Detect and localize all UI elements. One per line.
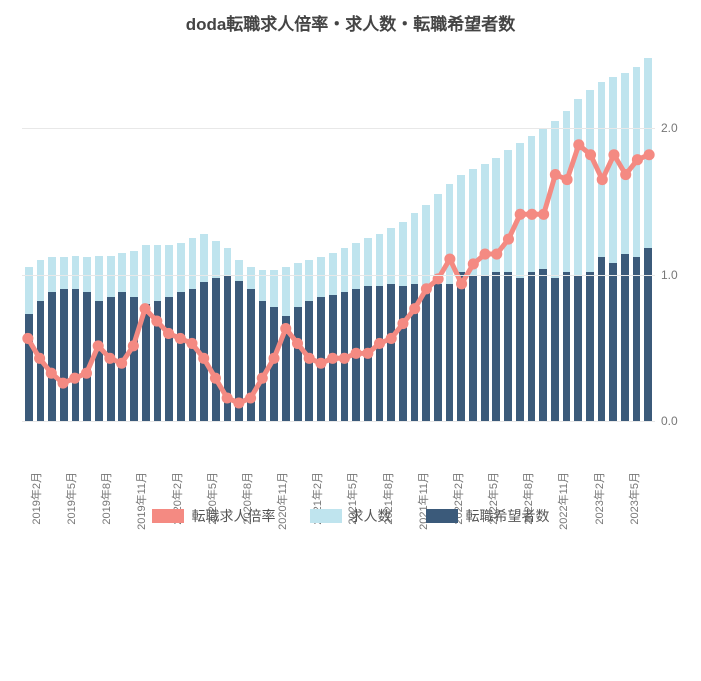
marker-bairitsu	[151, 316, 162, 327]
legend-label: 求人数	[350, 506, 392, 526]
marker-bairitsu	[374, 338, 385, 349]
legend-item-kibosha: 転職希望者数	[426, 506, 550, 526]
chart-container: doda転職求人倍率・求人数・転職希望者数 0.01.02.0 2019年2月2…	[0, 0, 701, 540]
marker-bairitsu	[573, 139, 584, 150]
legend-swatch-kyujinsu	[310, 509, 342, 523]
gridline	[22, 128, 655, 129]
legend-item-bairitsu: 転職求人倍率	[152, 506, 276, 526]
y-tick-label: 0.0	[661, 414, 695, 428]
marker-bairitsu	[562, 174, 573, 185]
marker-bairitsu	[503, 234, 514, 245]
marker-bairitsu	[81, 368, 92, 379]
plot-area: 0.01.02.0	[22, 48, 655, 422]
marker-bairitsu	[479, 248, 490, 259]
marker-bairitsu	[245, 392, 256, 403]
marker-bairitsu	[280, 323, 291, 334]
marker-bairitsu	[57, 378, 68, 389]
legend-swatch-kibosha	[426, 509, 458, 523]
marker-bairitsu	[597, 174, 608, 185]
x-axis: 2019年2月2019年5月2019年8月2019年11月2020年2月2020…	[22, 422, 655, 488]
marker-bairitsu	[585, 149, 596, 160]
marker-bairitsu	[93, 340, 104, 351]
gridline	[22, 275, 655, 276]
legend-label: 転職希望者数	[466, 506, 550, 526]
marker-bairitsu	[327, 353, 338, 364]
marker-bairitsu	[210, 373, 221, 384]
marker-bairitsu	[608, 149, 619, 160]
marker-bairitsu	[257, 373, 268, 384]
line-layer	[22, 48, 655, 681]
marker-bairitsu	[538, 209, 549, 220]
legend-swatch-bairitsu	[152, 509, 184, 523]
marker-bairitsu	[644, 149, 655, 160]
marker-bairitsu	[386, 333, 397, 344]
marker-bairitsu	[339, 353, 350, 364]
marker-bairitsu	[304, 353, 315, 364]
marker-bairitsu	[550, 169, 561, 180]
marker-bairitsu	[456, 278, 467, 289]
marker-bairitsu	[175, 333, 186, 344]
marker-bairitsu	[315, 358, 326, 369]
marker-bairitsu	[632, 154, 643, 165]
marker-bairitsu	[186, 338, 197, 349]
marker-bairitsu	[515, 209, 526, 220]
marker-bairitsu	[104, 353, 115, 364]
marker-bairitsu	[362, 348, 373, 359]
marker-bairitsu	[421, 283, 432, 294]
marker-bairitsu	[526, 209, 537, 220]
marker-bairitsu	[292, 338, 303, 349]
marker-bairitsu	[116, 358, 127, 369]
legend: 転職求人倍率 求人数 転職希望者数	[0, 506, 701, 526]
marker-bairitsu	[22, 333, 33, 344]
marker-bairitsu	[397, 318, 408, 329]
marker-bairitsu	[233, 397, 244, 408]
legend-item-kyujinsu: 求人数	[310, 506, 392, 526]
marker-bairitsu	[128, 340, 139, 351]
marker-bairitsu	[468, 258, 479, 269]
marker-bairitsu	[444, 253, 455, 264]
y-tick-label: 1.0	[661, 268, 695, 282]
marker-bairitsu	[140, 303, 151, 314]
chart-title: doda転職求人倍率・求人数・転職希望者数	[0, 10, 701, 35]
marker-bairitsu	[163, 328, 174, 339]
marker-bairitsu	[491, 248, 502, 259]
marker-bairitsu	[351, 348, 362, 359]
marker-bairitsu	[46, 368, 57, 379]
marker-bairitsu	[268, 353, 279, 364]
marker-bairitsu	[198, 353, 209, 364]
y-tick-label: 2.0	[661, 121, 695, 135]
marker-bairitsu	[620, 169, 631, 180]
legend-label: 転職求人倍率	[192, 506, 276, 526]
marker-bairitsu	[222, 392, 233, 403]
marker-bairitsu	[69, 373, 80, 384]
marker-bairitsu	[34, 353, 45, 364]
marker-bairitsu	[409, 303, 420, 314]
